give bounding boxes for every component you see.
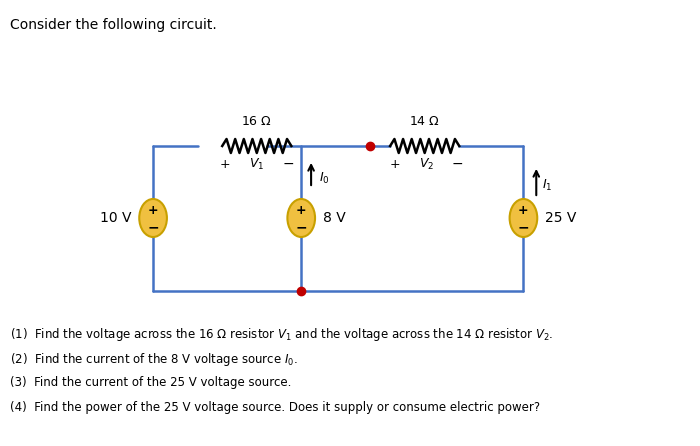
Text: Consider the following circuit.: Consider the following circuit.: [10, 18, 216, 32]
Text: (3)  Find the current of the 25 V voltage source.: (3) Find the current of the 25 V voltage…: [10, 376, 291, 389]
Text: −: −: [517, 220, 529, 234]
Text: 25 V: 25 V: [545, 211, 577, 225]
Text: $I_0$: $I_0$: [319, 170, 330, 186]
Text: (2)  Find the current of the 8 V voltage source $I_0$.: (2) Find the current of the 8 V voltage …: [10, 351, 298, 368]
Text: 14 $\Omega$: 14 $\Omega$: [410, 115, 440, 128]
Text: 8 V: 8 V: [323, 211, 346, 225]
Text: +: +: [390, 157, 400, 170]
Text: −: −: [147, 220, 159, 234]
Text: −: −: [452, 157, 463, 171]
Text: (4)  Find the power of the 25 V voltage source. Does it supply or consume electr: (4) Find the power of the 25 V voltage s…: [10, 401, 540, 414]
Text: −: −: [283, 157, 294, 171]
Text: +: +: [296, 203, 307, 216]
Text: (1)  Find the voltage across the 16 $\Omega$ resistor $V_1$ and the voltage acro: (1) Find the voltage across the 16 $\Ome…: [10, 326, 553, 343]
Text: 16 $\Omega$: 16 $\Omega$: [241, 115, 272, 128]
Text: $V_2$: $V_2$: [419, 157, 434, 172]
Text: +: +: [518, 203, 528, 216]
Text: $I_1$: $I_1$: [542, 178, 552, 193]
Ellipse shape: [139, 199, 167, 237]
Text: 10 V: 10 V: [100, 211, 132, 225]
Text: +: +: [148, 203, 158, 216]
Ellipse shape: [288, 199, 315, 237]
Text: −: −: [295, 220, 307, 234]
Ellipse shape: [510, 199, 538, 237]
Text: $V_1$: $V_1$: [249, 157, 265, 172]
Text: +: +: [220, 157, 230, 170]
